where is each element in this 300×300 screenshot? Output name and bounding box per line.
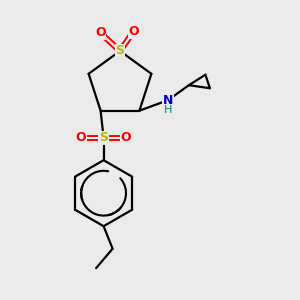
Text: H: H bbox=[164, 105, 172, 115]
Text: O: O bbox=[95, 26, 106, 40]
Text: S: S bbox=[99, 131, 108, 144]
Text: S: S bbox=[116, 44, 124, 58]
Text: N: N bbox=[163, 94, 173, 107]
Text: O: O bbox=[128, 25, 139, 38]
Text: O: O bbox=[121, 131, 131, 144]
Text: O: O bbox=[76, 131, 86, 144]
